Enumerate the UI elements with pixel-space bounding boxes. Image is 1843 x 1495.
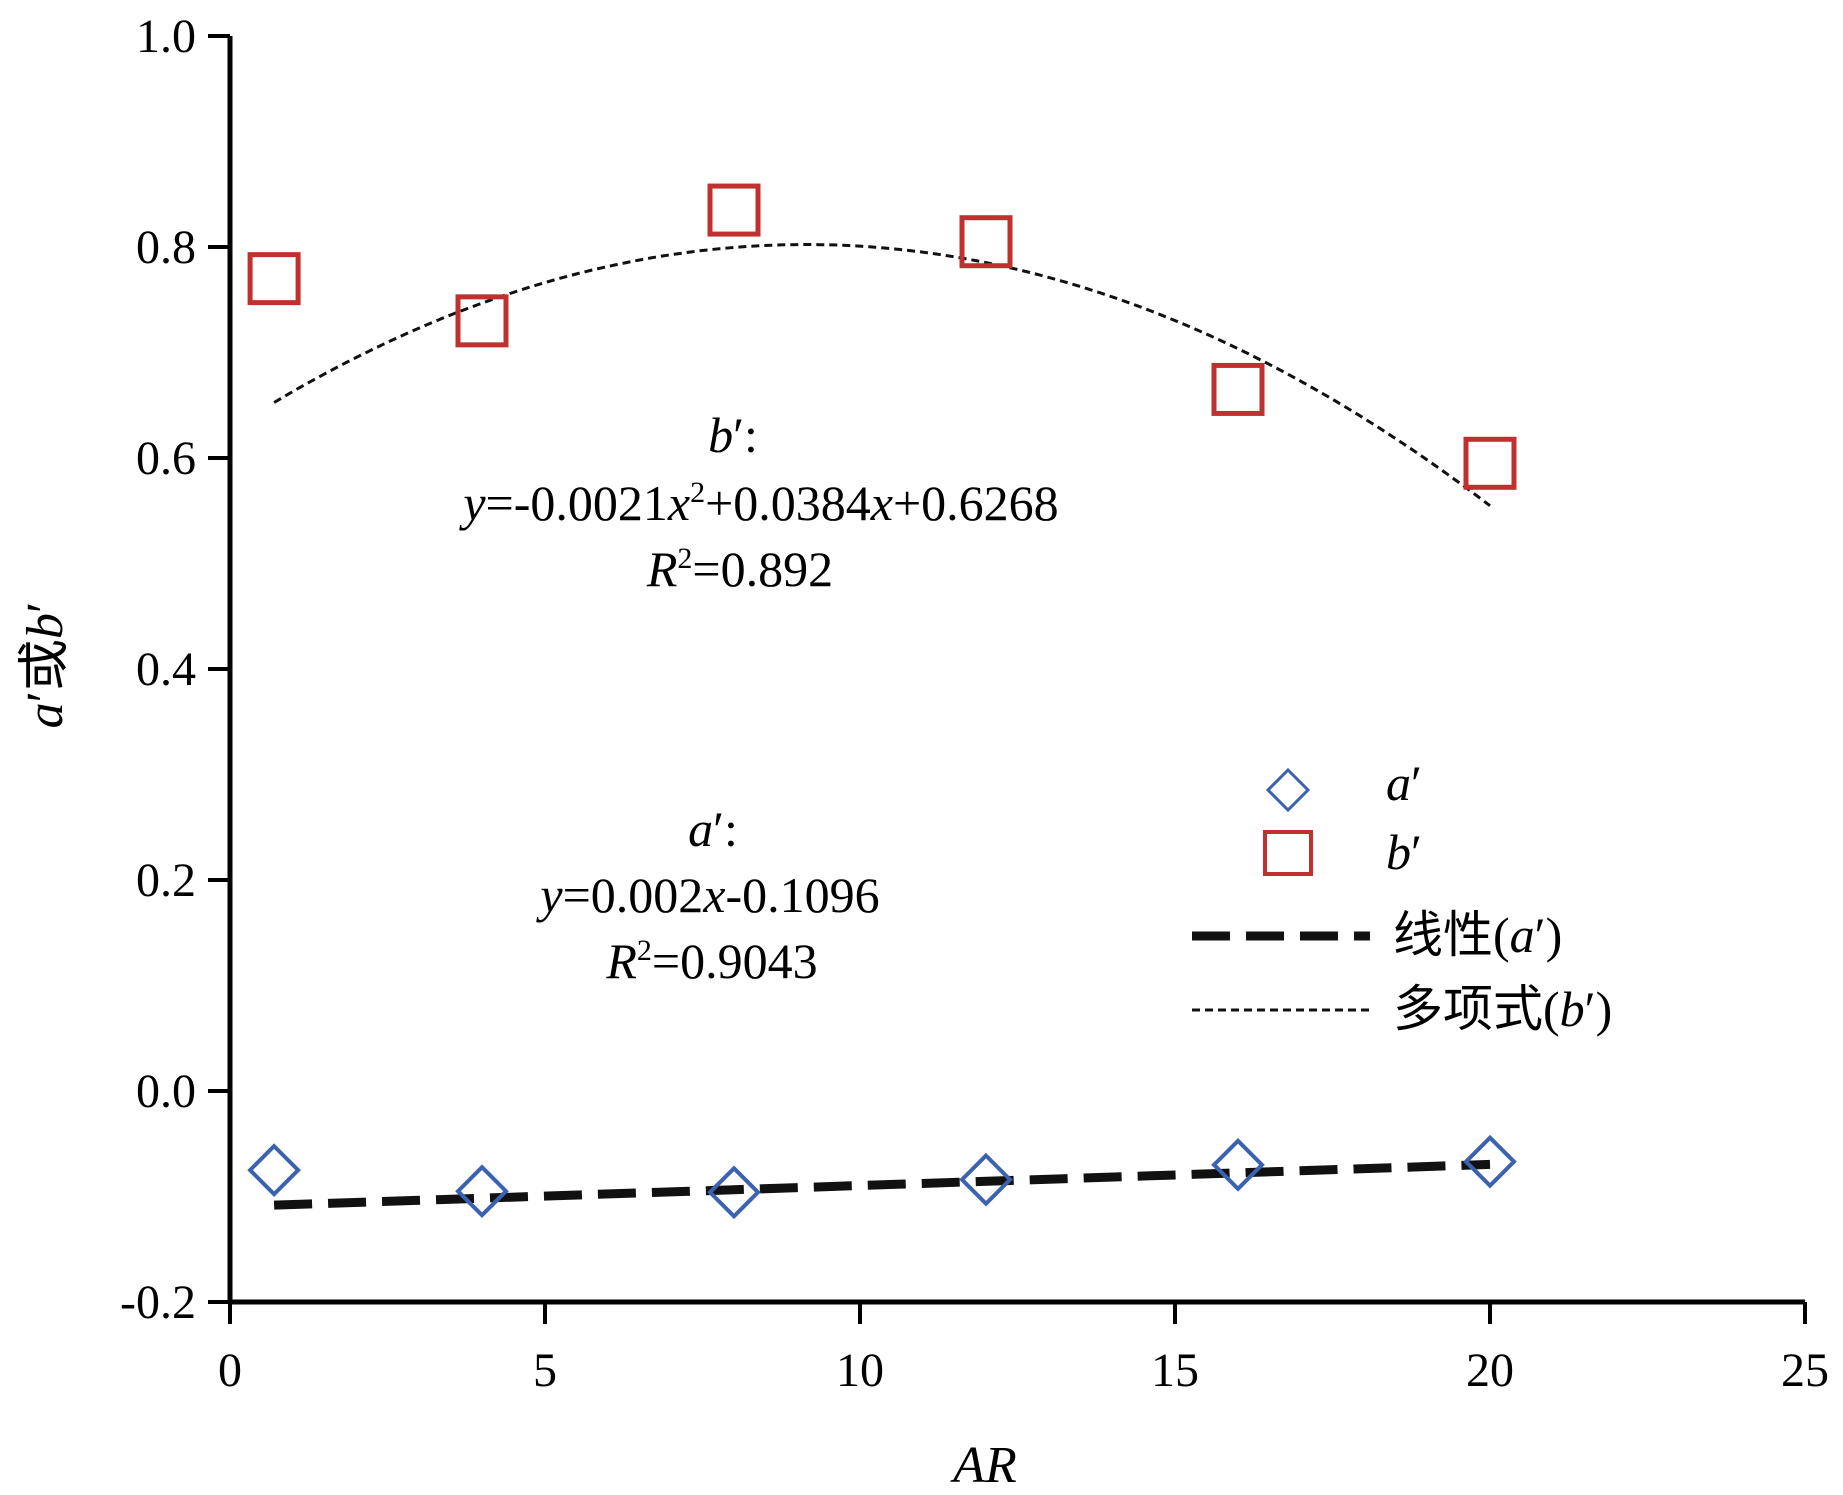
data-point-b bbox=[1211, 362, 1265, 416]
x-tick-label: 25 bbox=[1781, 1344, 1829, 1397]
legend: a′ b′ 线性(a′) 多项式(b′) bbox=[1192, 755, 1612, 1037]
legend-linear-label: 线性(a′) bbox=[1393, 907, 1562, 963]
x-tick-label: 10 bbox=[836, 1344, 884, 1397]
annotation-a-equation: a′: y=0.002x-0.1096 R2=0.9043 bbox=[535, 801, 879, 989]
data-point-b bbox=[1463, 436, 1517, 490]
y-tick-label: 0.6 bbox=[136, 432, 196, 485]
y-tick-label: 0.4 bbox=[136, 643, 196, 696]
legend-diamond-icon bbox=[1265, 767, 1311, 813]
x-axis-title: AR bbox=[950, 1437, 1017, 1490]
y-tick-label: 0.8 bbox=[136, 221, 196, 274]
annotation-b-label: b′: bbox=[708, 407, 758, 463]
axes: -0.2 0.0 0.2 0.4 0.6 0.8 1.0 0 5 10 15 20 25 bbox=[120, 10, 1829, 1397]
annotation-a-label: a′: bbox=[688, 801, 738, 857]
legend-square-icon bbox=[1263, 830, 1313, 876]
data-point-b bbox=[707, 183, 761, 237]
data-point-a bbox=[1463, 1134, 1517, 1189]
legend-b-label: b′ bbox=[1386, 824, 1422, 880]
data-point-a bbox=[707, 1165, 761, 1220]
annotation-a-r2: R2=0.9043 bbox=[605, 933, 817, 989]
y-tick-label: 1.0 bbox=[136, 10, 196, 63]
legend-poly-label: 多项式(b′) bbox=[1393, 981, 1612, 1037]
data-point-b bbox=[247, 252, 301, 306]
data-point-a bbox=[959, 1152, 1013, 1207]
y-tick-label: -0.2 bbox=[120, 1276, 196, 1329]
data-point-b bbox=[455, 294, 509, 348]
y-tick-label: 0.2 bbox=[136, 854, 196, 907]
trendline-linear-a bbox=[273, 1159, 1491, 1210]
data-point-a bbox=[1211, 1138, 1265, 1192]
data-point-a bbox=[247, 1143, 301, 1197]
x-tick-label: 15 bbox=[1151, 1344, 1199, 1397]
data-markers bbox=[247, 183, 1517, 1220]
trendline-poly-b bbox=[273, 242, 1491, 507]
annotation-a-formula: y=0.002x-0.1096 bbox=[535, 867, 879, 923]
x-tick-label: 5 bbox=[533, 1344, 557, 1397]
data-point-a bbox=[455, 1164, 509, 1219]
x-tick-label: 20 bbox=[1466, 1344, 1514, 1397]
annotation-b-equation: b′: y=-0.0021x2+0.0384x+0.6268 R2=0.892 bbox=[458, 407, 1058, 597]
y-tick-label: 0.0 bbox=[136, 1065, 196, 1118]
trendlines bbox=[273, 242, 1491, 1210]
y-axis-title: a′或b′ bbox=[17, 602, 74, 729]
data-point-b bbox=[959, 215, 1013, 269]
legend-a-label: a′ bbox=[1386, 755, 1422, 811]
x-tick-label: 0 bbox=[218, 1344, 242, 1397]
annotation-b-formula: y=-0.0021x2+0.0384x+0.6268 bbox=[458, 475, 1058, 531]
annotation-b-r2: R2=0.892 bbox=[646, 541, 833, 597]
